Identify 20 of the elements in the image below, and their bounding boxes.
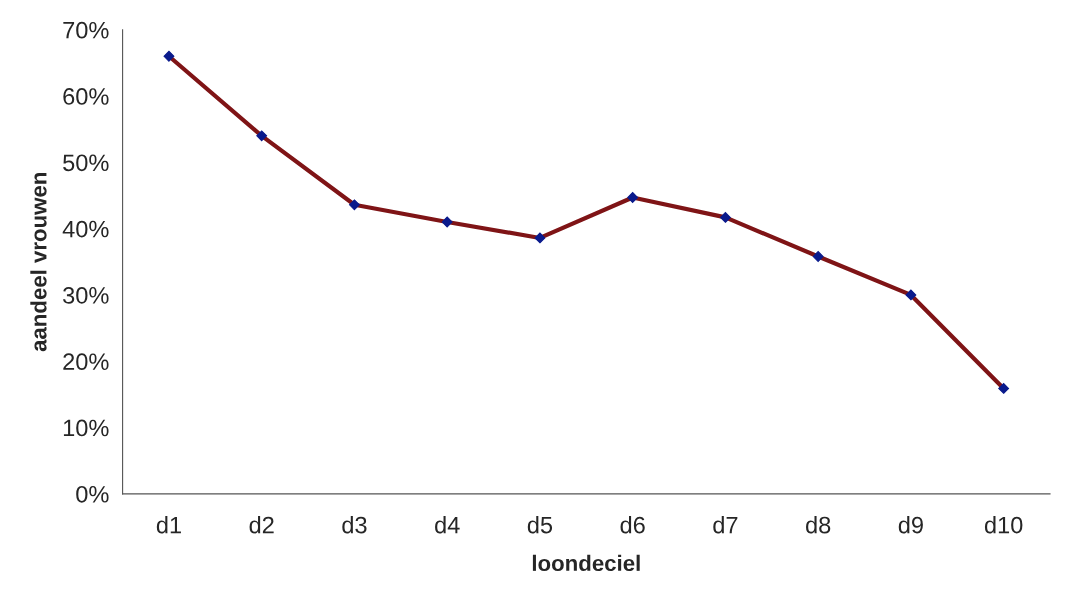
x-tick-label: d10	[984, 516, 1023, 534]
x-tick-label: d3	[342, 516, 367, 534]
y-tick-label: 0%	[76, 485, 109, 503]
y-tick-label: 30%	[63, 287, 109, 304]
x-tick-label: d4	[435, 516, 460, 534]
x-tick-label: d2	[249, 516, 274, 534]
y-tick-label: 60%	[63, 88, 109, 105]
x-tick-label: d6	[620, 516, 645, 534]
y-tick-label: 40%	[62, 220, 109, 238]
x-tick-label: d7	[713, 516, 738, 534]
y-tick-label: 70%	[63, 21, 109, 39]
y-tick-label: 20%	[63, 353, 109, 371]
x-axis-title: loondeciel	[532, 554, 640, 572]
y-tick-label: 50%	[63, 154, 109, 172]
x-tick-label: d5	[527, 516, 553, 534]
x-tick-label: d1	[156, 516, 181, 534]
x-tick-label: d8	[806, 516, 831, 534]
y-axis-title: aandeel vrouwen	[30, 173, 47, 352]
y-tick-label: 10%	[63, 419, 109, 437]
x-tick-label: d9	[898, 516, 923, 534]
